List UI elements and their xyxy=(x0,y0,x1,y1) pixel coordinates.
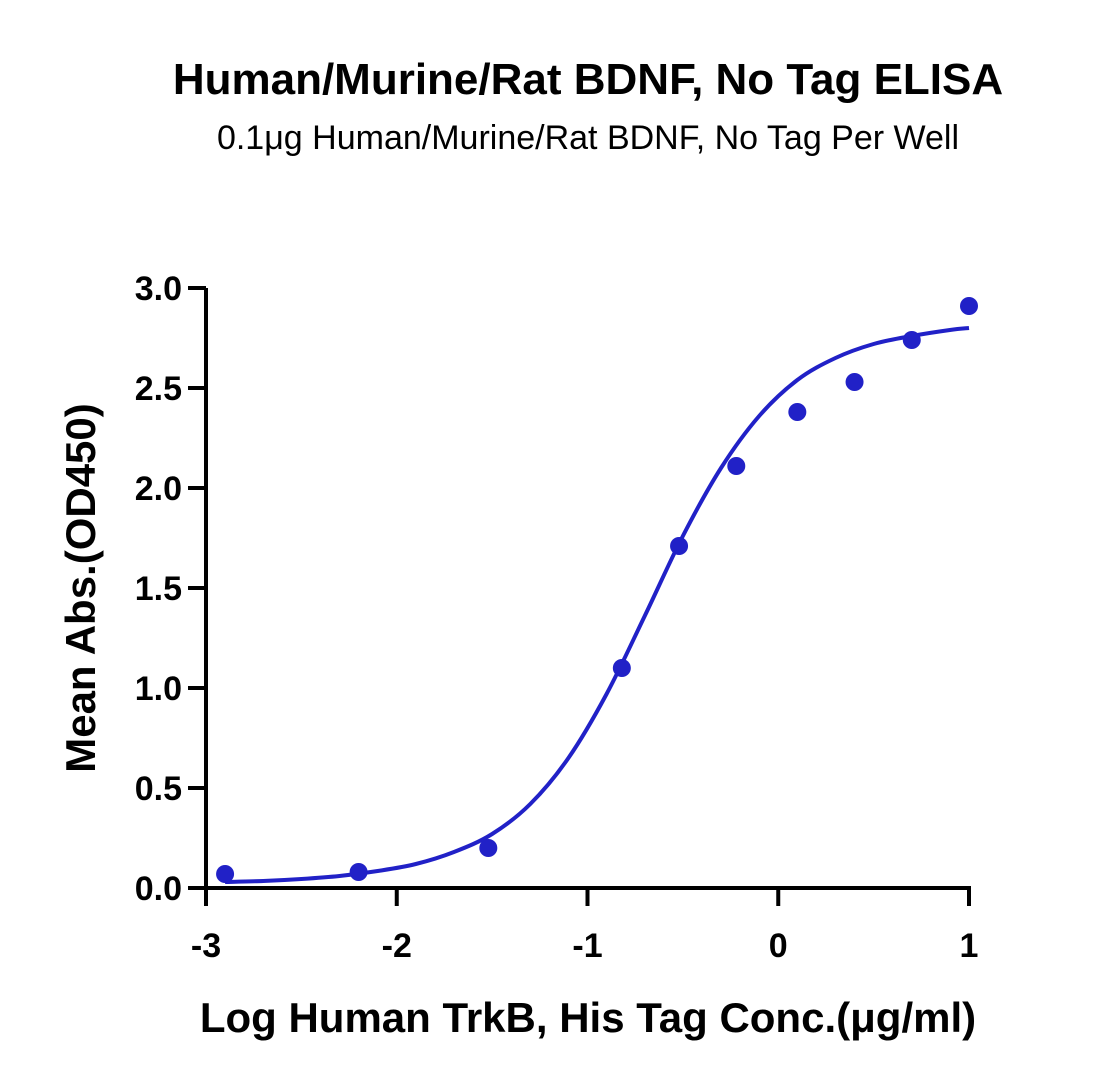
data-point xyxy=(216,865,235,883)
x-tick-label: 0 xyxy=(769,927,788,965)
y-tick-label: 2.5 xyxy=(135,370,182,408)
x-tick-label: -2 xyxy=(382,927,412,965)
y-tick-label: 0.5 xyxy=(135,770,182,808)
x-axis-ticks: -3 -2 -1 0 1 xyxy=(191,888,979,965)
fit-curve xyxy=(225,326,970,884)
data-point xyxy=(349,863,368,881)
y-tick-label: 2.0 xyxy=(135,470,182,508)
data-point xyxy=(960,297,978,315)
data-point xyxy=(612,659,631,677)
data-point xyxy=(788,403,807,421)
data-point xyxy=(845,373,864,391)
axes xyxy=(188,288,971,906)
x-tick-label: -1 xyxy=(572,927,602,965)
fit-curve-group xyxy=(225,326,970,884)
x-tick-label: 1 xyxy=(960,927,979,965)
x-axis-label: Log Human TrkB, His Tag Conc.(μg/ml) xyxy=(200,994,976,1041)
chart-title: Human/Murine/Rat BDNF, No Tag ELISA xyxy=(173,55,1003,104)
data-point xyxy=(902,331,921,349)
data-point xyxy=(670,537,689,555)
y-tick-label: 1.5 xyxy=(135,570,182,608)
y-axis-label: Mean Abs.(OD450) xyxy=(57,403,104,773)
data-points xyxy=(216,297,978,883)
x-tick-label: -3 xyxy=(191,927,221,965)
data-point xyxy=(479,839,498,857)
chart-subtitle: 0.1μg Human/Murine/Rat BDNF, No Tag Per … xyxy=(217,119,959,157)
data-point xyxy=(727,457,746,475)
y-axis-ticks: 0.0 0.5 1.0 1.5 2.0 2.5 3.0 xyxy=(135,270,206,908)
y-tick-label: 0.0 xyxy=(135,870,182,908)
y-tick-label: 1.0 xyxy=(135,670,182,708)
y-tick-label: 3.0 xyxy=(135,270,182,308)
